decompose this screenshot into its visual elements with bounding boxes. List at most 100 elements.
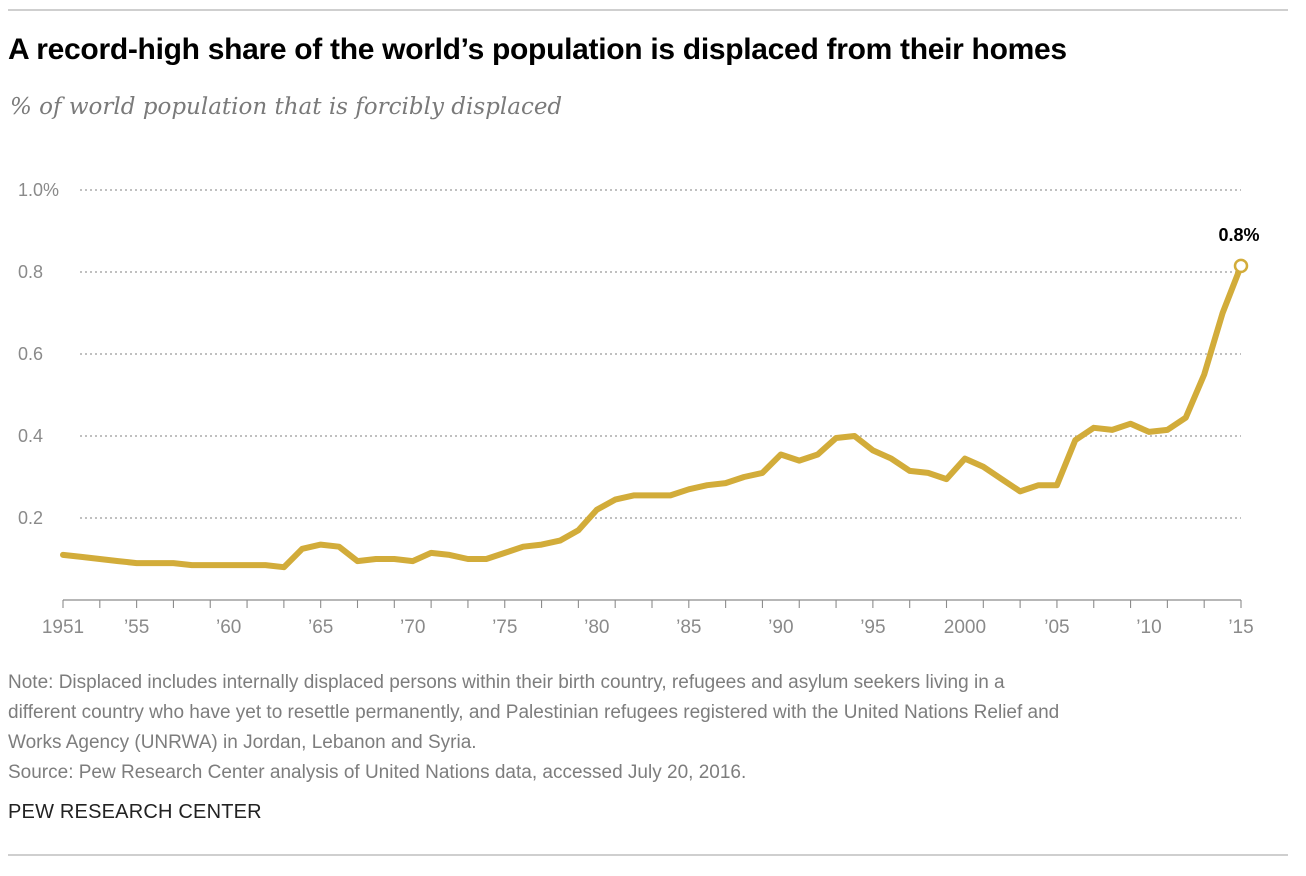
- data-point: [244, 562, 250, 568]
- data-point: [152, 560, 158, 566]
- data-point: [667, 492, 673, 498]
- data-point: [1109, 427, 1115, 433]
- data-point: [925, 470, 931, 476]
- data-point: [1072, 437, 1078, 443]
- data-point: [1054, 482, 1060, 488]
- data-point: [851, 433, 857, 439]
- chart-title: A record-high share of the world’s popul…: [8, 33, 1067, 66]
- data-point: [1146, 429, 1152, 435]
- gridlines: [80, 189, 1241, 519]
- data-point: [796, 458, 802, 464]
- y-tick-label: 0.4: [18, 426, 43, 446]
- x-tick-label: ’95: [860, 617, 885, 638]
- data-point: [1183, 415, 1189, 421]
- data-point: [447, 552, 453, 558]
- data-point: [170, 560, 176, 566]
- note-line: different country who have yet to resett…: [8, 702, 1060, 723]
- data-point: [1201, 372, 1207, 378]
- x-tick-label: ’60: [216, 617, 241, 638]
- data-point: [944, 476, 950, 482]
- data-point: [226, 562, 232, 568]
- data-point: [465, 556, 471, 562]
- data-point: [999, 476, 1005, 482]
- data-point: [888, 456, 894, 462]
- x-tick-label: ’05: [1044, 617, 1069, 638]
- data-point: [649, 492, 655, 498]
- x-tick-label: 1951: [42, 617, 84, 638]
- x-axis: [62, 599, 1242, 608]
- data-point: [870, 447, 876, 453]
- data-point: [1017, 488, 1023, 494]
- x-tick-label: ’15: [1228, 617, 1253, 638]
- tick-labels: 1.0% 0.8 0.6 0.4 0.2 1951 ’55 ’60 ’65 ’70 ’75 ’80 ’8…: [18, 180, 1260, 638]
- data-point: [815, 451, 821, 457]
- brand-label: PEW RESEARCH CENTER: [8, 801, 262, 823]
- x-tick-label: ’75: [492, 617, 517, 638]
- data-point: [520, 544, 526, 550]
- data-point: [207, 562, 213, 568]
- data-point: [134, 560, 140, 566]
- chart-subtitle: % of world population that is forcibly d…: [10, 94, 563, 120]
- x-tick-label: ’10: [1136, 617, 1161, 638]
- data-point: [299, 546, 305, 552]
- data-point: [741, 474, 747, 480]
- data-point: [631, 492, 637, 498]
- data-point: [1091, 425, 1097, 431]
- data-point: [502, 550, 508, 556]
- data-point: [612, 497, 618, 503]
- data-point: [1128, 421, 1134, 427]
- data-point: [78, 554, 84, 560]
- data-point: [281, 564, 287, 570]
- y-tick-label: 0.6: [18, 344, 43, 364]
- data-point: [355, 558, 361, 564]
- top-rule: [8, 9, 1288, 11]
- data-point: [594, 507, 600, 513]
- data-point: [189, 562, 195, 568]
- x-tick-label: ’85: [676, 617, 701, 638]
- data-point: [962, 456, 968, 462]
- data-point: [97, 556, 103, 562]
- data-point: [391, 556, 397, 562]
- line-chart: 1.0% 0.8 0.6 0.4 0.2 1951 ’55 ’60 ’65 ’70 ’75 ’80 ’8…: [18, 180, 1260, 638]
- data-point: [1164, 427, 1170, 433]
- data-point: [575, 527, 581, 533]
- data-point: [557, 538, 563, 544]
- series-layer: [60, 258, 1249, 571]
- x-tick-label: ’65: [308, 617, 333, 638]
- y-tick-label: 0.2: [18, 508, 43, 528]
- data-label: 0.8%: [1218, 225, 1259, 245]
- data-point: [1036, 482, 1042, 488]
- y-tick-label: 0.8: [18, 262, 43, 282]
- data-point: [115, 558, 121, 564]
- x-tick-label: 2000: [944, 617, 986, 638]
- data-point: [539, 542, 545, 548]
- data-point: [373, 556, 379, 562]
- series-line: [60, 262, 1244, 571]
- x-tick-label: ’80: [584, 617, 609, 638]
- data-point: [410, 558, 416, 564]
- x-tick-label: ’55: [124, 617, 149, 638]
- data-point: [262, 562, 268, 568]
- data-point: [980, 464, 986, 470]
- end-point-marker: [1233, 258, 1249, 274]
- source-line: Source: Pew Research Center analysis of …: [8, 762, 747, 783]
- data-point: [686, 486, 692, 492]
- data-point: [483, 556, 489, 562]
- x-tick-label: ’70: [400, 617, 425, 638]
- data-point: [704, 482, 710, 488]
- data-point: [428, 550, 434, 556]
- data-point: [318, 542, 324, 548]
- data-point: [1220, 310, 1226, 316]
- data-point: [336, 544, 342, 550]
- data-point: [833, 435, 839, 441]
- footnote: Note: Displaced includes internally disp…: [8, 668, 1293, 788]
- data-point: [907, 468, 913, 474]
- note-line: Works Agency (UNRWA) in Jordan, Lebanon …: [8, 732, 477, 753]
- bottom-rule: [8, 854, 1288, 856]
- data-point: [778, 451, 784, 457]
- data-point: [60, 552, 66, 558]
- y-tick-label: 1.0%: [18, 180, 59, 200]
- note-line: Note: Displaced includes internally disp…: [8, 672, 1005, 693]
- data-point: [723, 480, 729, 486]
- x-tick-label: ’90: [768, 617, 793, 638]
